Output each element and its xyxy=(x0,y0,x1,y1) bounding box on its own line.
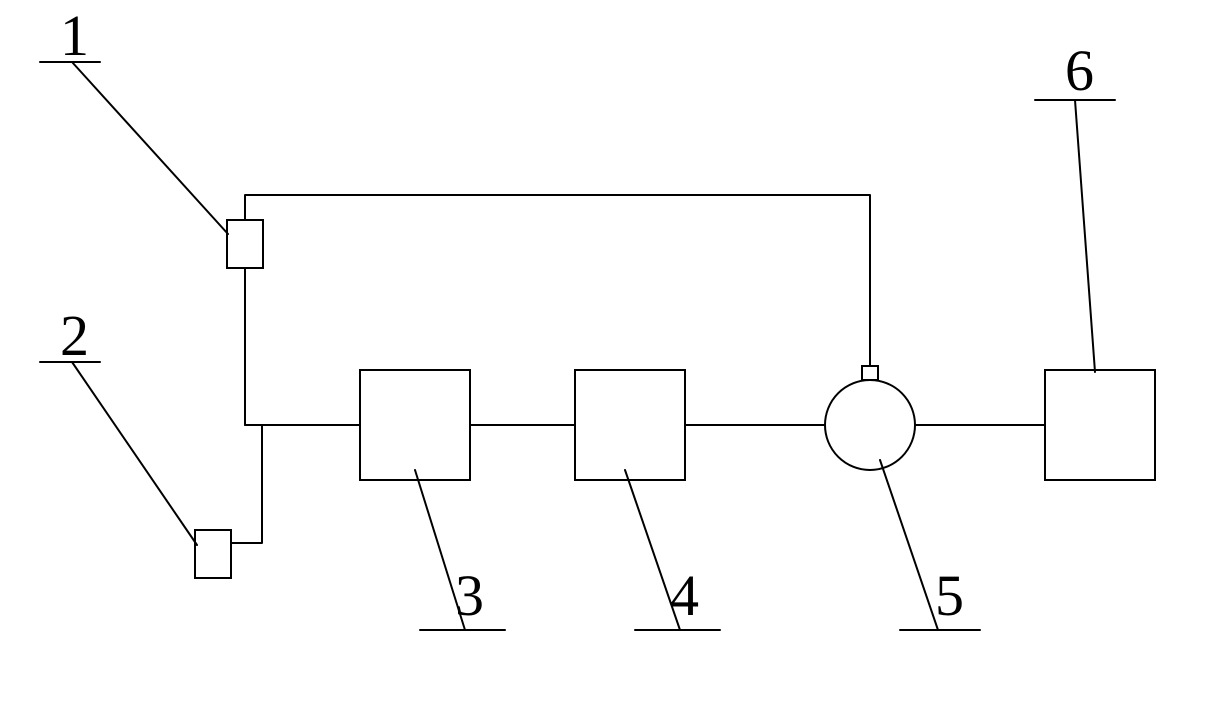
label-2: 2 xyxy=(60,303,89,368)
leader-line-6 xyxy=(1075,100,1095,372)
node-6 xyxy=(1045,370,1155,480)
label-5: 5 xyxy=(935,563,964,628)
node-1 xyxy=(227,220,263,268)
leader-line-1 xyxy=(72,62,228,234)
connector-0 xyxy=(245,195,870,366)
label-4: 4 xyxy=(670,563,699,628)
node-4 xyxy=(575,370,685,480)
node-5 xyxy=(825,380,915,470)
leader-line-5 xyxy=(880,460,938,630)
node-5-nub xyxy=(862,366,878,380)
label-1: 1 xyxy=(60,3,89,68)
node-3 xyxy=(360,370,470,480)
label-6: 6 xyxy=(1065,38,1094,103)
node-2 xyxy=(195,530,231,578)
connector-2 xyxy=(231,425,262,543)
leader-line-2 xyxy=(72,362,197,545)
diagram-canvas: 1 2 3 4 5 6 xyxy=(0,0,1220,707)
label-3: 3 xyxy=(455,563,484,628)
